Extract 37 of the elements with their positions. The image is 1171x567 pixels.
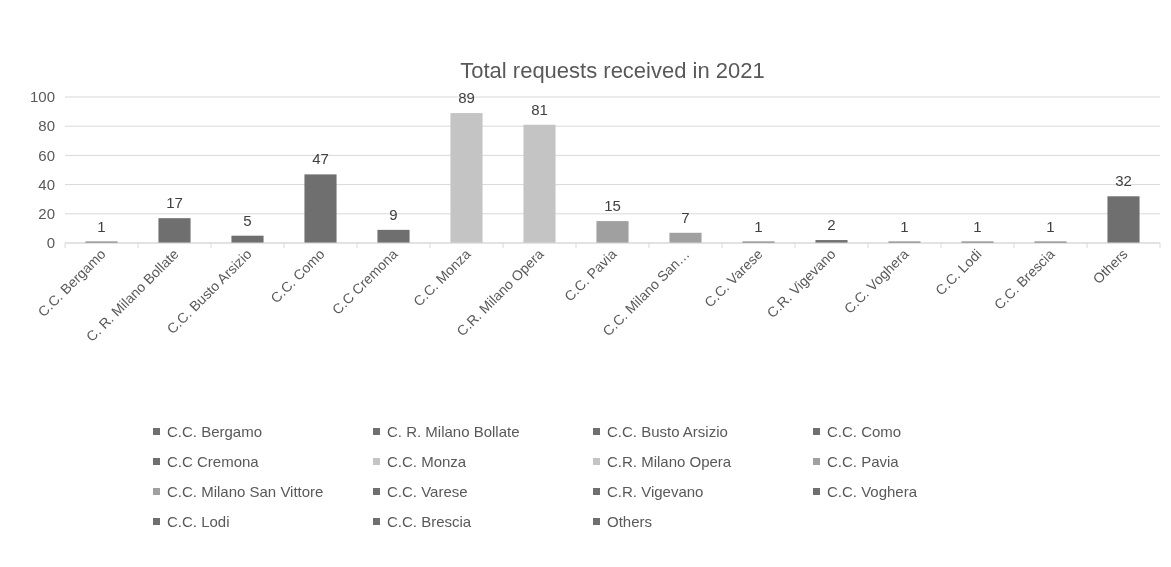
data-label: 15 <box>604 197 621 215</box>
legend-label: C. R. Milano Bollate <box>387 423 520 441</box>
legend-label: C.R. Vigevano <box>607 483 704 501</box>
y-tick-label: 20 <box>38 205 55 223</box>
data-label: 1 <box>973 217 982 235</box>
data-label: 7 <box>681 208 690 226</box>
legend-label: C.C Cremona <box>167 453 260 471</box>
legend-label: C.C. Busto Arsizio <box>607 423 728 441</box>
data-label: 2 <box>827 216 836 234</box>
data-label: 89 <box>458 89 475 107</box>
legend-label: Others <box>607 513 653 531</box>
data-label: 81 <box>531 100 548 118</box>
data-label: 1 <box>1046 217 1055 235</box>
legend-label: C.C. Milano San Vittore <box>167 483 324 501</box>
data-label: 1 <box>754 217 763 235</box>
data-label: 47 <box>312 150 329 168</box>
legend-label: C.C. Bergamo <box>167 423 263 441</box>
legend-label: C.C. Monza <box>387 453 467 471</box>
data-label: 9 <box>389 205 398 223</box>
data-label: 5 <box>243 211 252 229</box>
legend-label: C.R. Milano Opera <box>607 453 732 471</box>
chart-title: Total requests received in 2021 <box>460 58 765 83</box>
legend-label: C.C. Pavia <box>827 453 900 471</box>
y-tick-label: 40 <box>38 175 55 193</box>
legend-label: C.C. Como <box>827 423 902 441</box>
data-label: 1 <box>900 217 909 235</box>
legend-label: C.C. Varese <box>387 483 468 501</box>
legend-label: C.C. Lodi <box>167 513 230 531</box>
y-tick-label: 0 <box>46 234 55 252</box>
y-tick-label: 100 <box>29 88 55 106</box>
legend-label: C.C. Brescia <box>387 513 472 531</box>
legend-label: C.C. Voghera <box>827 483 918 501</box>
data-label: 1 <box>97 217 106 235</box>
y-tick-label: 80 <box>38 117 55 135</box>
y-tick-label: 60 <box>38 146 55 164</box>
data-label: 32 <box>1115 172 1132 190</box>
data-label: 17 <box>166 194 183 212</box>
